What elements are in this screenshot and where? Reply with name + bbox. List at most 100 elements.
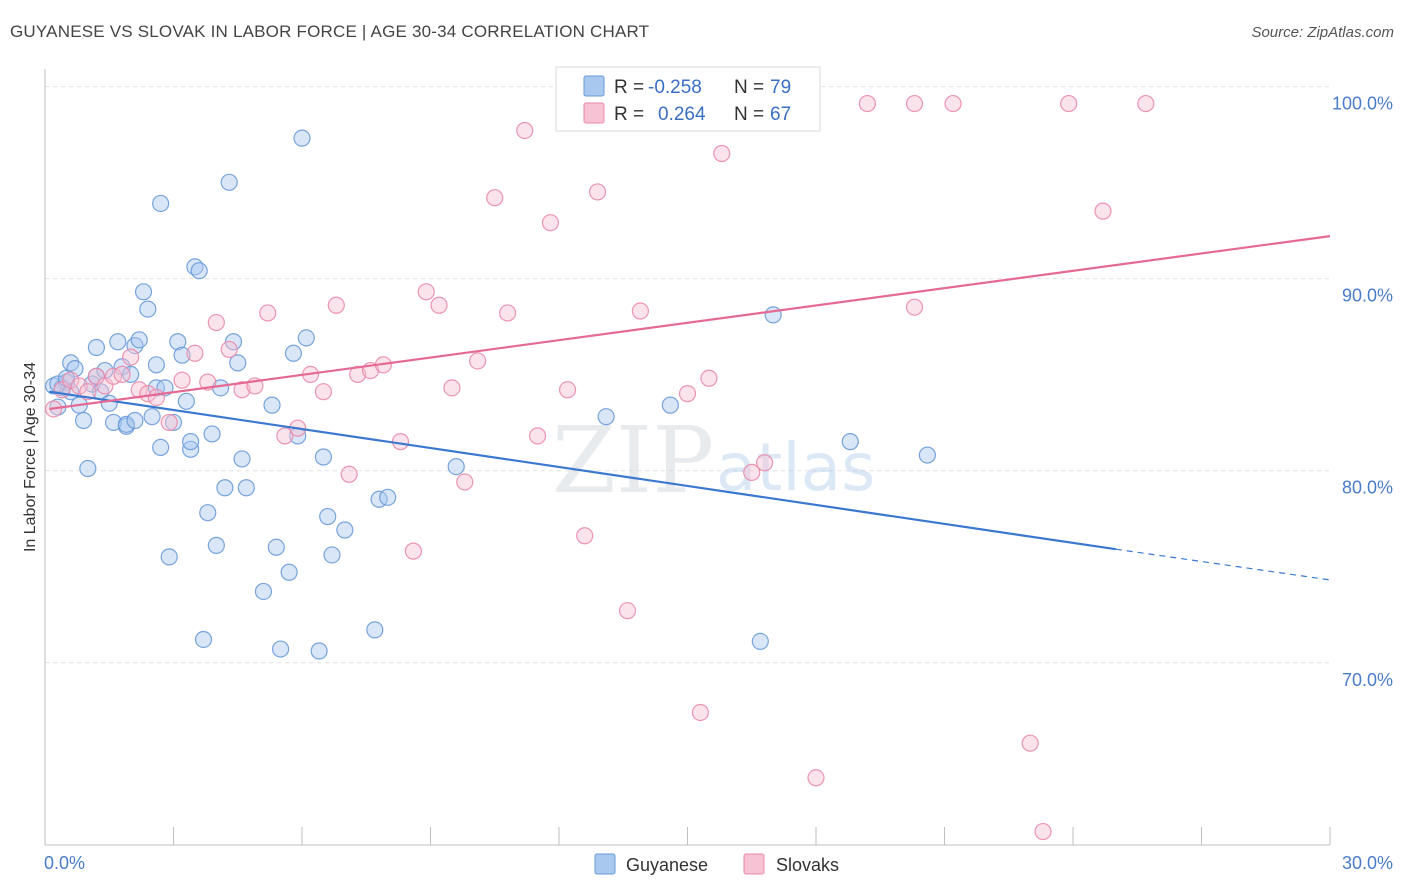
point-guyanese xyxy=(74,411,93,430)
y-tick-label: 70.0% xyxy=(1342,670,1393,690)
point-slovaks xyxy=(618,602,637,620)
point-slovaks xyxy=(528,427,547,445)
point-slovaks xyxy=(1021,734,1039,752)
point-guyanese xyxy=(447,458,465,476)
point-guyanese xyxy=(134,283,153,301)
point-guyanese xyxy=(336,521,354,539)
legend-swatch-slovaks xyxy=(583,102,605,124)
legend-r-label: R = xyxy=(614,104,644,125)
point-guyanese xyxy=(918,446,936,464)
legend-n-value: 79 xyxy=(770,77,791,98)
legend-n-value: 67 xyxy=(770,104,791,125)
point-guyanese xyxy=(109,333,127,351)
point-guyanese xyxy=(267,538,285,556)
point-slovaks xyxy=(443,379,461,397)
point-guyanese xyxy=(229,354,247,372)
point-guyanese xyxy=(143,408,161,426)
point-guyanese xyxy=(323,546,341,564)
trend-line-slovaks xyxy=(49,235,1331,411)
point-guyanese xyxy=(220,173,238,191)
point-slovaks xyxy=(499,304,517,322)
point-guyanese xyxy=(216,479,234,497)
point-slovaks xyxy=(807,769,825,787)
point-slovaks xyxy=(70,377,88,395)
point-slovaks xyxy=(62,371,80,389)
point-guyanese xyxy=(254,582,273,601)
legend-swatch-guyanese xyxy=(583,75,605,97)
point-slovaks xyxy=(173,371,191,389)
legend-r-value: -0.258 xyxy=(648,77,702,98)
y-axis-title: In Labor Force | Age 30-34 xyxy=(22,362,39,552)
point-slovaks xyxy=(905,94,924,113)
point-slovaks xyxy=(160,413,178,432)
point-slovaks xyxy=(755,454,774,472)
y-tick-label: 90.0% xyxy=(1342,286,1393,306)
point-guyanese xyxy=(100,394,118,412)
grid-lines xyxy=(45,86,1330,664)
point-slovaks xyxy=(430,296,448,314)
point-slovaks xyxy=(220,340,238,359)
point-guyanese xyxy=(126,411,144,430)
point-slovaks xyxy=(404,542,422,560)
trend-extension-guyanese xyxy=(1115,548,1331,581)
y-tick-label: 80.0% xyxy=(1342,478,1393,498)
chart-source: Source: ZipAtlas.com xyxy=(1251,24,1394,41)
point-guyanese xyxy=(194,630,213,649)
y-tick-label: 100.0% xyxy=(1332,94,1393,114)
point-slovaks xyxy=(486,189,504,207)
point-guyanese xyxy=(117,415,135,433)
point-guyanese xyxy=(207,536,225,554)
point-guyanese xyxy=(233,450,251,468)
point-guyanese xyxy=(379,488,397,506)
point-guyanese xyxy=(199,504,217,522)
point-guyanese xyxy=(130,331,148,349)
point-slovaks xyxy=(905,298,924,316)
data-points xyxy=(44,94,1155,841)
point-slovaks xyxy=(541,214,560,232)
point-guyanese xyxy=(177,392,195,410)
trend-lines xyxy=(49,235,1331,581)
point-guyanese xyxy=(366,621,384,639)
point-guyanese xyxy=(152,438,170,456)
point-guyanese xyxy=(271,640,290,658)
point-slovaks xyxy=(456,473,474,491)
point-slovaks xyxy=(340,465,358,483)
point-guyanese xyxy=(263,396,281,414)
legend-r-label: R = xyxy=(614,77,644,98)
point-guyanese xyxy=(751,632,769,650)
trend-line-guyanese xyxy=(49,390,1116,551)
point-guyanese xyxy=(841,433,859,451)
watermark: ZIP atlas xyxy=(552,407,876,514)
point-guyanese xyxy=(169,333,187,351)
point-guyanese xyxy=(139,300,157,318)
point-guyanese xyxy=(310,642,328,660)
legend-label-slovaks: Slovaks xyxy=(776,855,839,875)
legend-n-label: N = xyxy=(734,77,764,98)
point-slovaks xyxy=(122,348,140,366)
point-slovaks xyxy=(276,427,294,445)
point-guyanese xyxy=(173,346,191,364)
point-guyanese xyxy=(147,356,165,374)
point-slovaks xyxy=(186,344,204,362)
point-guyanese xyxy=(164,413,183,432)
point-slovaks xyxy=(1060,94,1078,113)
point-guyanese xyxy=(764,306,782,324)
point-slovaks xyxy=(713,144,731,163)
point-slovaks xyxy=(944,94,962,113)
point-guyanese xyxy=(152,194,170,213)
point-guyanese xyxy=(597,408,615,426)
point-guyanese xyxy=(661,396,679,414)
point-slovaks xyxy=(1094,202,1112,220)
x-tick-label: 0.0% xyxy=(44,853,85,873)
point-guyanese xyxy=(280,563,298,581)
point-slovaks xyxy=(1034,822,1052,841)
point-slovaks xyxy=(113,365,131,384)
point-slovaks xyxy=(96,377,114,395)
point-guyanese xyxy=(96,361,114,380)
point-guyanese xyxy=(190,262,208,280)
point-slovaks xyxy=(1137,94,1155,113)
legend-r-value: 0.264 xyxy=(658,104,706,125)
point-guyanese xyxy=(87,338,106,357)
point-slovaks xyxy=(588,183,607,201)
